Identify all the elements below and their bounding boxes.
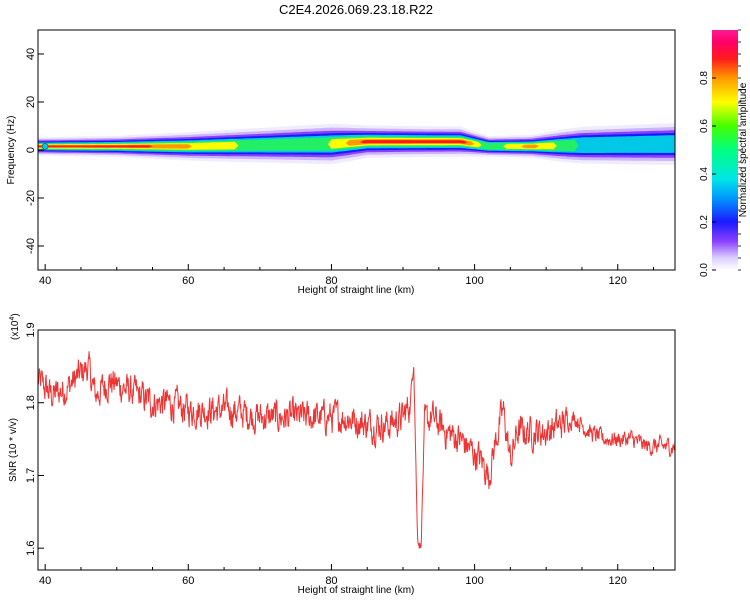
spectrogram-y-tick-label: 40 bbox=[25, 48, 37, 60]
spectrogram-band-8 bbox=[38, 140, 675, 148]
spectrogram-x-tick-label: 100 bbox=[465, 275, 483, 287]
colorbar-ticks: 0.0 0.2 0.4 0.6 0.8 bbox=[699, 29, 741, 277]
snr-x-tick-label: 80 bbox=[325, 575, 337, 587]
snr-x-tick-label: 40 bbox=[39, 575, 51, 587]
colorbar: 0.0 0.2 0.4 0.6 0.8 Normalized spectral ampl… bbox=[699, 29, 749, 277]
snr-line bbox=[38, 351, 675, 549]
snr-y-tick-label: 1.6 bbox=[25, 541, 37, 556]
snr-multiplier-base: (x10 bbox=[10, 320, 21, 340]
snr-x-tick-label: 100 bbox=[465, 575, 483, 587]
snr-frame bbox=[37, 329, 676, 571]
snr-multiplier: (x104) bbox=[9, 313, 21, 340]
colorbar-tick-label: 0.8 bbox=[699, 71, 710, 85]
spectrogram-y-label: Frequency (Hz) bbox=[6, 116, 17, 185]
colorbar-tick-label: 0.0 bbox=[699, 263, 710, 277]
snr-y-ticks: 1.6 1.7 1.8 1.9 bbox=[25, 322, 44, 556]
spectrogram-image bbox=[38, 123, 675, 165]
snr-plot-area bbox=[38, 330, 675, 570]
snr-y-label: SNR (10 * v/v) bbox=[8, 418, 19, 482]
spectrogram-y-tick-label: -20 bbox=[25, 190, 37, 206]
snr-y-tick-label: 1.8 bbox=[25, 395, 37, 410]
snr-x-label: Height of straight line (km) bbox=[298, 585, 415, 596]
colorbar-label: Normalized spectral amplitude bbox=[738, 82, 749, 217]
spectrogram-x-tick-label: 60 bbox=[182, 275, 194, 287]
spectrogram-x-tick-label: 80 bbox=[325, 275, 337, 287]
spectrogram-y-ticks: -40 -20 0 20 40 bbox=[25, 48, 44, 254]
colorbar-tick-label: 0.4 bbox=[699, 167, 710, 181]
spectrogram-x-tick-label: 120 bbox=[609, 275, 627, 287]
snr-y-tick-label: 1.7 bbox=[25, 468, 37, 483]
snr-multiplier-exp: 4 bbox=[9, 317, 16, 321]
colorbar-tick-label: 0.2 bbox=[699, 215, 710, 229]
spectrogram-y-tick-label: 20 bbox=[25, 96, 37, 108]
snr-x-tick-label: 120 bbox=[609, 575, 627, 587]
colorbar-gradient bbox=[712, 30, 738, 270]
spectrogram-panel: 40 60 80 100 120 -40 -20 0 20 40 Height of strai… bbox=[6, 29, 676, 296]
spectrogram-x-ticks: 40 60 80 100 120 bbox=[39, 264, 655, 287]
spectrogram-x-label: Height of straight line (km) bbox=[298, 285, 415, 296]
spectrogram-y-tick-label: -40 bbox=[25, 238, 37, 254]
snr-y-tick-label: 1.9 bbox=[25, 322, 37, 337]
snr-x-tick-label: 60 bbox=[182, 575, 194, 587]
snr-multiplier-close: ) bbox=[10, 313, 21, 316]
spectrogram-y-tick-label: 0 bbox=[25, 147, 37, 153]
spectrogram-x-tick-label: 40 bbox=[39, 275, 51, 287]
snr-panel: 40 60 80 100 120 1.6 1.7 1.8 1.9 Height of stra… bbox=[8, 313, 676, 596]
spectrogram-start-cap bbox=[41, 143, 49, 150]
svg-text:(x104): (x104) bbox=[9, 313, 21, 340]
figure-title: C2E4.2026.069.23.18.R22 bbox=[279, 2, 433, 17]
spectrogram-band-7 bbox=[38, 139, 675, 149]
colorbar-tick-label: 0.6 bbox=[699, 119, 710, 133]
snr-x-ticks: 40 60 80 100 120 bbox=[39, 564, 655, 587]
